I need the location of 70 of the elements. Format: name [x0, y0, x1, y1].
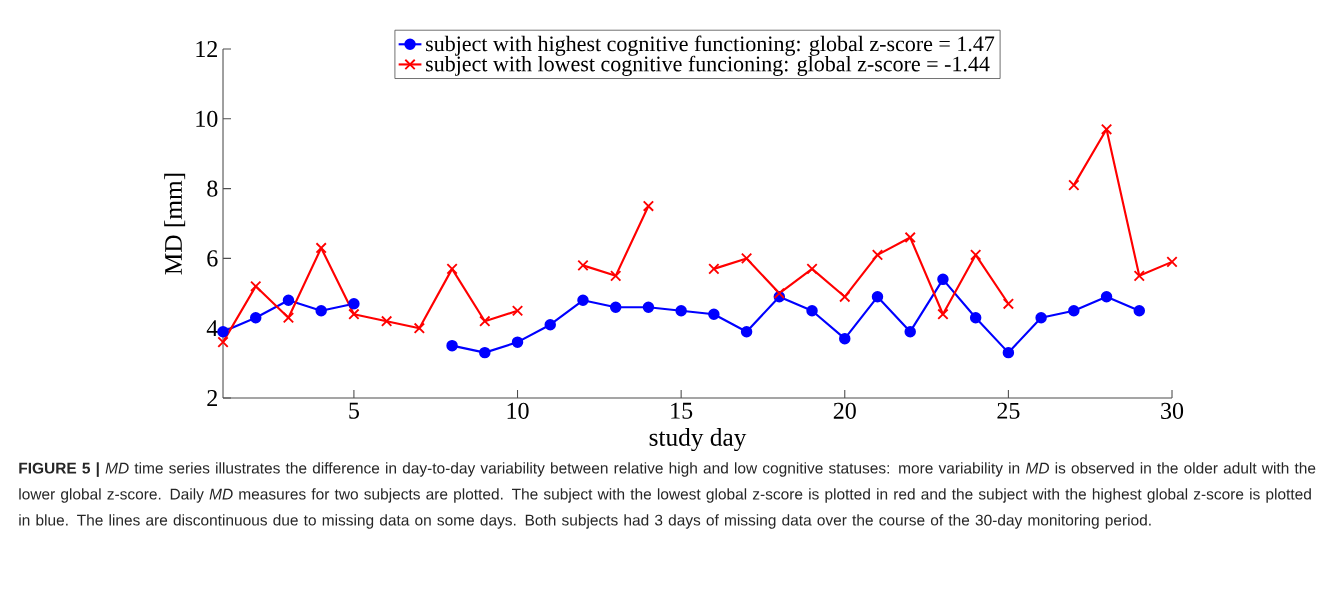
- y-tick-label: 8: [207, 180, 218, 197]
- point: [217, 336, 229, 348]
- x-axis-title: study day: [649, 428, 747, 452]
- x-tick-label: 15: [671, 402, 693, 419]
- point: [871, 291, 884, 303]
- point: [217, 325, 229, 338]
- point: [577, 294, 589, 307]
- x-tick-label: 30: [1161, 402, 1184, 419]
- point: [675, 305, 687, 317]
- x-tick-label: 5: [349, 402, 359, 419]
- point: [348, 298, 360, 310]
- point: [479, 315, 491, 327]
- point: [1133, 270, 1145, 282]
- y-axis-title: MD [mm]: [164, 173, 186, 275]
- point: [642, 301, 655, 313]
- y-tick-label: 12: [196, 41, 217, 57]
- point: [1002, 298, 1015, 310]
- point: [969, 311, 982, 324]
- point: [446, 339, 458, 352]
- point: [1100, 291, 1113, 303]
- point: [250, 280, 262, 292]
- point: [1068, 179, 1080, 191]
- point: [773, 287, 785, 299]
- point: [446, 263, 458, 275]
- x-tick-label: 10: [507, 402, 529, 419]
- y-tick-label: 2: [207, 390, 217, 406]
- point: [577, 259, 589, 272]
- point: [839, 332, 851, 345]
- point: [806, 305, 818, 317]
- legend-label: subject with lowest cognitive funcioning: global z-score = -1.44: [426, 55, 990, 76]
- point: [871, 249, 884, 261]
- point: [642, 200, 655, 212]
- x-tick-label: 20: [833, 402, 856, 419]
- point: [1133, 305, 1146, 317]
- point: [806, 263, 818, 275]
- point: [1002, 346, 1015, 359]
- point: [413, 322, 426, 334]
- point: [1068, 305, 1080, 317]
- point: [937, 273, 949, 286]
- point: [740, 325, 753, 338]
- x-tick-label: 25: [997, 402, 1020, 419]
- point: [315, 242, 327, 254]
- point: [839, 291, 851, 303]
- y-tick-label: 10: [196, 110, 218, 127]
- point: [609, 301, 622, 313]
- point: [315, 305, 327, 317]
- point: [511, 336, 524, 348]
- point: [708, 263, 720, 275]
- point: [380, 315, 393, 327]
- point: [1035, 311, 1047, 324]
- point: [610, 270, 622, 282]
- point: [1166, 256, 1178, 268]
- point: [904, 325, 916, 338]
- y-tick-label: 6: [207, 250, 218, 267]
- text: FIGURE 5 | MD time series illustrates the difference in day-to-day variability between relative high and low cognitive statuses: more variability in MD is observed in the older adult with the lower global z-score. Daily MD measures for two subjects are plotted. The subject with the lowest global z-score is plotted in red and the subject with the highest global z-score is plotted in blue. The lines are discontinuous due to missing data on some days. Both subjects had 3 days of missing data over the course of the 30-day monitoring period.: [19, 462, 1316, 529]
- point: [708, 308, 720, 320]
- point: [479, 346, 491, 359]
- point: [740, 252, 753, 265]
- point: [970, 249, 982, 261]
- y-tick-label: 4: [206, 320, 218, 337]
- point: [904, 231, 916, 244]
- point: [937, 308, 949, 320]
- point: [282, 294, 295, 307]
- point: [544, 318, 556, 331]
- legend-label: subject with highest cognitive functioning: global z-score = 1.47: [426, 35, 995, 56]
- point: [282, 312, 295, 324]
- point: [249, 311, 262, 324]
- point: [348, 308, 360, 320]
- point: [511, 305, 524, 317]
- point: [1100, 123, 1113, 135]
